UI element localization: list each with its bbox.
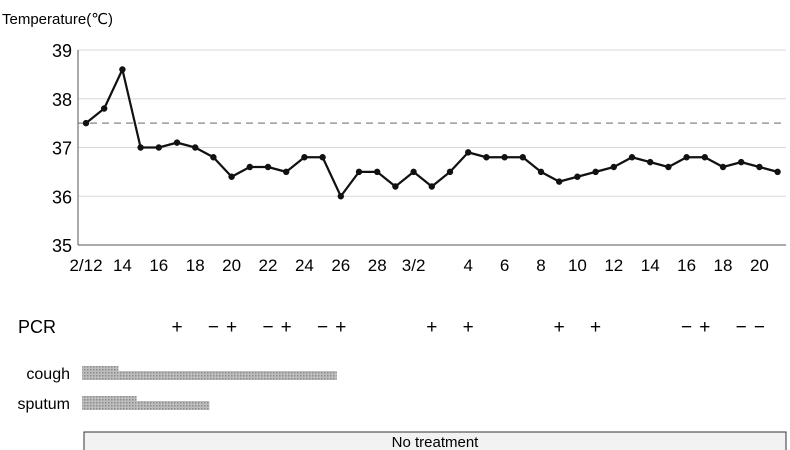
x-tick-label: 16 <box>677 256 696 275</box>
data-point <box>610 163 617 171</box>
y-tick-label: 37 <box>52 139 72 159</box>
x-tick-label: 16 <box>149 256 168 275</box>
pcr-result: − <box>208 317 219 338</box>
data-point <box>246 163 253 171</box>
treatment-box: No treatment <box>83 431 787 450</box>
pcr-result: + <box>554 317 565 338</box>
data-point <box>428 183 435 190</box>
data-point <box>337 193 344 200</box>
x-tick-label: 20 <box>750 256 769 275</box>
x-tick-label: 28 <box>368 256 387 275</box>
x-tick-label: 8 <box>536 256 545 275</box>
y-tick-label: 36 <box>52 187 72 207</box>
x-tick-label: 20 <box>222 256 241 275</box>
data-point <box>756 163 763 171</box>
symptom-bar <box>118 371 337 380</box>
y-tick-label: 35 <box>52 236 72 256</box>
data-point <box>628 154 636 161</box>
pcr-result: − <box>317 317 328 338</box>
data-point <box>738 158 745 166</box>
data-point <box>173 139 181 146</box>
pcr-result: + <box>281 317 292 338</box>
data-point <box>264 163 272 171</box>
data-point <box>556 178 563 185</box>
pcr-result: + <box>590 317 601 338</box>
data-point <box>137 144 144 151</box>
y-axis: 35 36 37 38 39 <box>52 41 786 256</box>
treatment-label: No treatment <box>392 434 480 450</box>
x-tick-label: 18 <box>186 256 205 275</box>
x-tick-label: 22 <box>259 256 278 275</box>
data-point <box>301 154 308 161</box>
data-point <box>719 163 727 171</box>
data-point <box>446 168 454 176</box>
pcr-result: + <box>171 317 182 338</box>
data-point <box>192 144 199 151</box>
x-tick-label: 26 <box>331 256 350 275</box>
pcr-result: + <box>699 317 710 338</box>
x-tick-label: 18 <box>714 256 733 275</box>
grid-lines <box>78 49 786 197</box>
data-point <box>774 168 781 176</box>
pcr-result: + <box>426 317 437 338</box>
data-point <box>592 168 599 176</box>
pcr-result: − <box>681 317 692 338</box>
pcr-result: − <box>262 317 273 338</box>
y-tick-label: 39 <box>52 41 72 61</box>
pcr-result: + <box>226 317 237 338</box>
data-point <box>574 173 581 180</box>
pcr-result: + <box>463 317 474 338</box>
data-point <box>647 158 654 166</box>
pcr-result: − <box>736 317 747 338</box>
symptom-label: cough <box>26 366 70 383</box>
data-point <box>683 154 690 161</box>
data-point <box>392 183 399 190</box>
data-point <box>537 168 545 176</box>
x-tick-label: 24 <box>295 256 314 275</box>
data-point <box>465 149 472 156</box>
data-point <box>155 144 162 151</box>
symptom-bar <box>82 396 137 410</box>
x-tick-label: 3/2 <box>402 256 426 275</box>
symptom-rows: cough sputum <box>18 366 337 413</box>
symptom-bar <box>136 401 210 410</box>
pcr-label: PCR <box>18 317 56 337</box>
x-tick-label: 2/12 <box>69 256 102 275</box>
x-axis-ticks: 2/12 14 16 18 20 22 24 26 28 3/2 4 6 8 10 12 14 16 18 20 <box>69 256 768 275</box>
data-point <box>283 168 290 176</box>
symptom-bar <box>82 366 119 380</box>
pcr-result: + <box>335 317 346 338</box>
temperature-line <box>85 68 778 198</box>
x-tick-label: 14 <box>113 256 132 275</box>
data-point <box>119 66 126 73</box>
data-point <box>410 168 417 176</box>
symptom-label: sputum <box>18 396 70 413</box>
data-point <box>519 154 526 161</box>
x-tick-label: 12 <box>604 256 623 275</box>
y-axis-label: Temperature(℃) <box>2 11 113 28</box>
pcr-results: + − + − + − + + + + + − + − − <box>171 317 765 338</box>
data-point <box>228 173 235 180</box>
data-point <box>355 168 363 176</box>
x-tick-label: 14 <box>641 256 660 275</box>
data-point <box>82 119 90 127</box>
y-tick-label: 38 <box>52 90 72 110</box>
temperature-series <box>82 66 781 200</box>
data-point <box>319 154 326 161</box>
data-point <box>374 168 381 176</box>
data-point <box>101 105 108 112</box>
data-point <box>665 163 672 171</box>
x-tick-label: 4 <box>463 256 472 275</box>
data-point <box>501 154 508 161</box>
data-point <box>483 154 490 161</box>
x-tick-label: 6 <box>500 256 509 275</box>
x-tick-label: 10 <box>568 256 587 275</box>
pcr-result: − <box>754 317 765 338</box>
data-point <box>210 154 217 161</box>
data-point <box>701 154 708 161</box>
